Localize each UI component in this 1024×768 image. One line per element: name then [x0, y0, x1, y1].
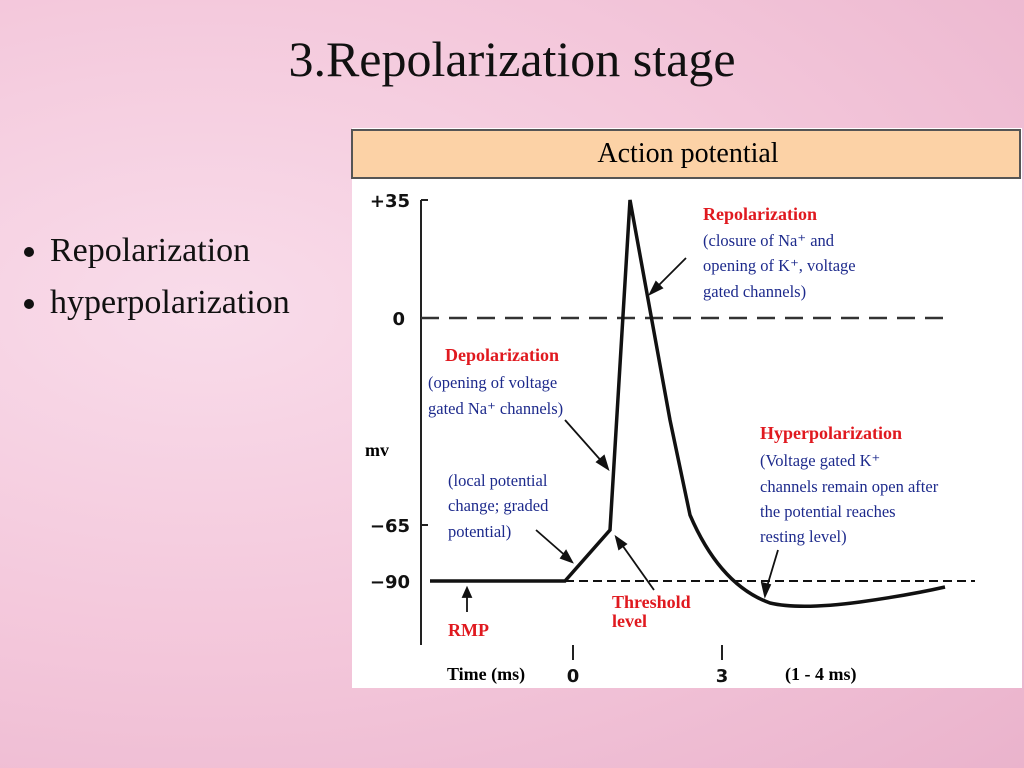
rmp-label: RMP — [448, 620, 489, 640]
annotation-title: Depolarization — [445, 345, 559, 365]
axes — [420, 199, 723, 660]
arrows — [461, 257, 779, 612]
header-text: Action potential — [597, 138, 778, 169]
slide-title: 3.Repolarization stage — [288, 31, 736, 87]
annotation-line: (closure of Na⁺ and — [703, 231, 835, 250]
bullet: Repolarization — [50, 232, 380, 270]
x-label: 3 — [716, 666, 729, 687]
annotation-line: resting level) — [760, 527, 847, 546]
y-axis-label: mv — [365, 440, 389, 460]
figure-header — [351, 129, 1021, 179]
annotation-line: gated channels) — [703, 282, 806, 301]
annotation-title: Repolarization — [703, 204, 817, 224]
annotation-line: (opening of voltage — [428, 373, 557, 392]
x-label: 0 — [567, 666, 580, 687]
threshold-label: Threshold — [612, 592, 691, 612]
bullet: hyperpolarization — [50, 284, 380, 322]
y-label: +35 — [370, 191, 410, 212]
annotation-line: (local potential — [448, 471, 548, 490]
x-axis-label: Time (ms) — [447, 664, 525, 685]
bullet-list: Repolarization hyperpolarization — [10, 232, 380, 336]
action-potential-curve — [430, 199, 946, 608]
annotation-line: opening of K⁺, voltage — [703, 256, 856, 275]
y-label: −65 — [370, 516, 410, 537]
y-label: 0 — [392, 309, 405, 330]
annotation-line: gated Na⁺ channels) — [428, 399, 563, 418]
annotation-line: potential) — [448, 522, 511, 541]
annotation-line: change; graded — [448, 496, 549, 515]
annotation-line: channels remain open after — [760, 477, 939, 496]
annotation-line: (Voltage gated K⁺ — [760, 451, 880, 470]
annotation-line: the potential reaches — [760, 502, 896, 521]
x-note: (1 - 4 ms) — [785, 664, 856, 685]
threshold-label: level — [612, 611, 647, 631]
annotation-title: Hyperpolarization — [760, 423, 902, 443]
y-label: −90 — [370, 572, 410, 593]
